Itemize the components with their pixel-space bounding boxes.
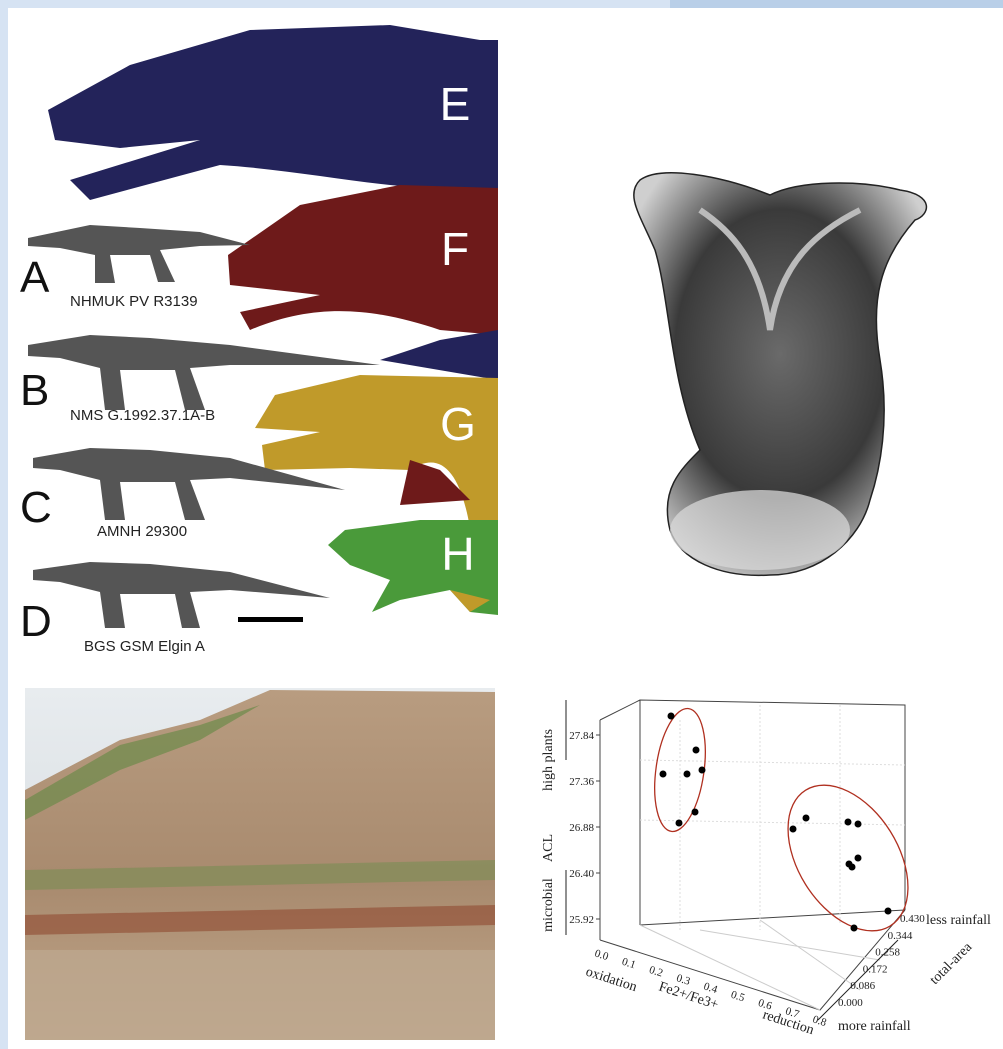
point xyxy=(884,907,892,915)
point xyxy=(854,820,862,828)
point xyxy=(802,814,810,822)
ground xyxy=(25,950,495,1040)
red-layer xyxy=(25,905,495,935)
tooth-root xyxy=(670,490,850,570)
cluster-right xyxy=(787,784,909,932)
y-title-mid: total-area xyxy=(927,939,976,988)
plot-box xyxy=(599,699,906,1011)
skeleton-c xyxy=(33,448,345,520)
scatter-3d xyxy=(565,699,909,1021)
y-arrow xyxy=(817,939,899,1021)
silhouette-g-limb xyxy=(400,460,470,505)
scale-bar xyxy=(238,617,303,622)
silhouette-h xyxy=(328,520,498,615)
specimen-d: BGS GSM Elgin A xyxy=(84,638,205,655)
y-tick-label: 0.172 xyxy=(863,963,888,975)
frame-top xyxy=(0,0,1003,8)
label-d: D xyxy=(20,597,52,646)
x-tick-label: 0.0 xyxy=(593,947,610,963)
point xyxy=(683,770,691,778)
z-tick-label: 27.36 xyxy=(569,776,594,788)
z-title-mid: ACL xyxy=(541,834,556,862)
label-a: A xyxy=(20,253,50,302)
floor-grid xyxy=(639,919,881,1011)
point xyxy=(667,712,675,720)
wall-grid xyxy=(639,705,906,930)
silhouette-h-limb xyxy=(450,590,490,612)
specimen-b: NMS G.1992.37.1A-B xyxy=(70,407,215,424)
photo-panel xyxy=(25,688,495,1040)
y-title-top: less rainfall xyxy=(926,913,991,928)
skeleton-b xyxy=(28,335,380,410)
tooth-panel xyxy=(633,172,928,577)
tooth-ridge xyxy=(698,207,862,331)
point xyxy=(692,746,700,754)
z-tick-label: 26.40 xyxy=(569,868,594,880)
frame-left xyxy=(0,0,8,1049)
y-tick-label: 0.344 xyxy=(888,930,913,942)
point xyxy=(854,854,862,862)
silhouette-panel: E F G H A NHMUK PV R3139 B NMS G.1992.37… xyxy=(20,25,498,655)
point xyxy=(659,770,667,778)
point xyxy=(691,808,699,816)
label-g: G xyxy=(440,398,476,450)
point xyxy=(848,863,856,871)
points xyxy=(659,712,892,932)
x-tick-label: 0.2 xyxy=(648,964,665,980)
z-tick-label: 27.84 xyxy=(569,730,594,742)
silhouette-g-back xyxy=(380,330,498,380)
silhouette-g xyxy=(255,375,498,528)
cluster-left xyxy=(654,707,706,833)
point xyxy=(844,818,852,826)
x-tick-label: 0.3 xyxy=(675,972,692,988)
label-c: C xyxy=(20,483,52,532)
skeleton-d xyxy=(33,562,330,628)
point xyxy=(850,924,858,932)
label-h: H xyxy=(441,528,474,580)
y-title-bottom: more rainfall xyxy=(838,1019,911,1034)
vegetation xyxy=(25,705,260,820)
z-tick-label: 26.88 xyxy=(569,822,594,834)
label-f: F xyxy=(441,223,469,275)
x-tick-label: 0.5 xyxy=(729,989,746,1005)
y-tick-label: 0.000 xyxy=(838,997,863,1009)
y-tick-label: 0.086 xyxy=(850,980,875,992)
label-b: B xyxy=(20,366,49,415)
tooth xyxy=(633,172,928,577)
x-tick-label: 0.4 xyxy=(702,980,719,996)
x-tick-label: 0.6 xyxy=(757,997,774,1013)
frame-top-right xyxy=(670,0,1003,8)
specimen-c: AMNH 29300 xyxy=(97,523,187,540)
point xyxy=(698,766,706,774)
vegetation-band xyxy=(25,860,495,890)
point xyxy=(675,819,683,827)
y-tick-label: 0.430 xyxy=(900,913,925,925)
silhouette-f xyxy=(228,185,498,335)
label-e: E xyxy=(440,78,471,130)
x-tick-label: 0.1 xyxy=(620,956,637,972)
x-tick-label: 0.8 xyxy=(811,1013,828,1029)
x-tick-label: 0.7 xyxy=(784,1005,801,1021)
point xyxy=(789,825,797,833)
z-tick-label: 25.92 xyxy=(569,914,594,926)
silhouette-e xyxy=(48,25,498,200)
z-title-top: high plants xyxy=(541,729,556,791)
y-tick-label: 0.258 xyxy=(875,947,900,959)
specimen-a: NHMUK PV R3139 xyxy=(70,293,198,310)
skeleton-a xyxy=(28,225,250,283)
z-title-bottom: microbial xyxy=(541,878,556,932)
